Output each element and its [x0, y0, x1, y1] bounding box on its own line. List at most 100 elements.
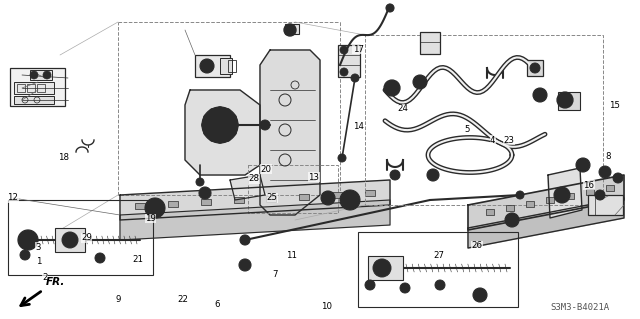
Circle shape — [599, 166, 611, 178]
Text: 2: 2 — [42, 273, 47, 282]
Text: 25: 25 — [266, 193, 278, 202]
Text: 4: 4 — [490, 136, 495, 145]
Bar — [27, 84, 35, 92]
Circle shape — [204, 130, 209, 136]
Circle shape — [218, 138, 223, 144]
Bar — [300, 194, 309, 200]
Circle shape — [95, 253, 105, 263]
Text: 17: 17 — [353, 45, 364, 54]
Bar — [266, 196, 276, 202]
Text: 16: 16 — [583, 181, 595, 189]
Bar — [546, 197, 554, 203]
Bar — [526, 201, 534, 207]
Circle shape — [225, 109, 230, 114]
Bar — [135, 203, 145, 209]
Circle shape — [18, 230, 38, 250]
Circle shape — [200, 59, 214, 73]
Bar — [8, 200, 153, 275]
Polygon shape — [185, 90, 260, 175]
Circle shape — [231, 115, 236, 120]
Circle shape — [390, 170, 400, 180]
Bar — [558, 92, 580, 110]
Circle shape — [234, 122, 239, 128]
Polygon shape — [230, 175, 265, 200]
Circle shape — [62, 232, 78, 248]
Polygon shape — [468, 175, 624, 230]
Bar — [420, 32, 440, 54]
Circle shape — [530, 63, 540, 73]
Bar — [10, 68, 65, 106]
Bar — [365, 35, 603, 205]
Circle shape — [533, 88, 547, 102]
Circle shape — [145, 198, 165, 218]
Circle shape — [435, 280, 445, 290]
Circle shape — [576, 158, 590, 172]
Bar — [30, 70, 52, 80]
Bar — [55, 228, 85, 252]
Text: 22: 22 — [177, 295, 188, 304]
Circle shape — [210, 115, 230, 135]
Text: 26: 26 — [471, 241, 483, 250]
Circle shape — [209, 136, 214, 141]
Bar — [586, 189, 594, 195]
Circle shape — [321, 191, 335, 205]
Text: FR.: FR. — [46, 277, 65, 287]
Circle shape — [30, 71, 38, 79]
Circle shape — [225, 136, 230, 141]
Bar — [37, 84, 45, 92]
Circle shape — [338, 154, 346, 162]
Polygon shape — [548, 168, 582, 218]
Bar — [168, 201, 178, 207]
Bar — [17, 84, 25, 92]
Text: 9: 9 — [116, 295, 121, 304]
Bar — [220, 58, 232, 74]
Circle shape — [384, 80, 400, 96]
Bar — [368, 256, 403, 280]
Bar — [606, 185, 614, 191]
Circle shape — [239, 259, 251, 271]
Text: 24: 24 — [397, 104, 409, 113]
Text: 6: 6 — [215, 300, 220, 309]
Circle shape — [554, 187, 570, 203]
Text: 19: 19 — [145, 214, 156, 223]
Circle shape — [427, 169, 439, 181]
Text: 1: 1 — [36, 257, 41, 266]
Text: 20: 20 — [260, 165, 271, 174]
Circle shape — [595, 190, 605, 200]
Circle shape — [373, 259, 391, 277]
Circle shape — [204, 115, 209, 120]
Circle shape — [204, 63, 210, 69]
Circle shape — [400, 283, 410, 293]
Circle shape — [260, 120, 270, 130]
Bar — [228, 60, 236, 72]
Circle shape — [196, 178, 204, 186]
Bar — [234, 197, 244, 204]
Bar — [332, 192, 342, 198]
Circle shape — [216, 121, 224, 129]
Text: 28: 28 — [248, 174, 260, 183]
Bar — [201, 199, 211, 205]
Circle shape — [199, 187, 211, 199]
Circle shape — [340, 68, 348, 76]
Circle shape — [413, 75, 427, 89]
Circle shape — [240, 235, 250, 245]
Text: 14: 14 — [353, 122, 364, 130]
Polygon shape — [468, 198, 624, 248]
Bar — [486, 209, 494, 215]
Bar — [506, 205, 514, 211]
Circle shape — [613, 173, 623, 183]
Circle shape — [505, 213, 519, 227]
Text: 29: 29 — [81, 233, 92, 242]
Circle shape — [345, 195, 355, 205]
Circle shape — [23, 235, 33, 245]
Text: 5: 5 — [465, 125, 470, 134]
Circle shape — [231, 130, 236, 136]
Polygon shape — [120, 180, 390, 220]
Text: 8: 8 — [605, 152, 611, 161]
Circle shape — [351, 74, 359, 82]
Circle shape — [516, 191, 524, 199]
Bar — [365, 190, 375, 196]
Circle shape — [340, 46, 348, 54]
Text: 23: 23 — [503, 136, 515, 145]
Circle shape — [218, 107, 223, 112]
